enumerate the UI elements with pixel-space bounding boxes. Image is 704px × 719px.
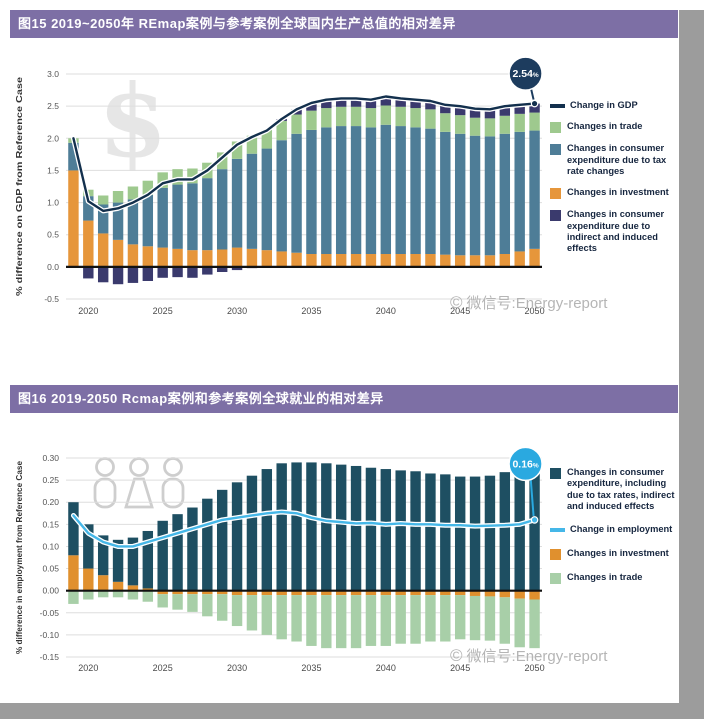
x-tick-label: 2035	[301, 663, 321, 673]
x-tick-label: 2020	[78, 663, 98, 673]
employment-chart: 0.30 0.25 0.20 0.15 0.10 0.05 0.00 -0.05 -0.10 -0…	[14, 446, 545, 673]
employment-chart-legend: Changes in consumer expenditure, includi…	[550, 413, 678, 703]
y-axis-title: % difference on GDP from Reference Case	[14, 77, 24, 296]
x-tick-label: 2035	[301, 306, 321, 316]
legend-line-icon	[550, 104, 565, 108]
legend-swatch-icon	[550, 572, 561, 584]
y-tick-label: 0.0	[47, 262, 59, 272]
legend-item: Changes in investment	[550, 187, 676, 200]
y-tick-label: 3.0	[47, 69, 59, 79]
dollar-watermark-icon: $	[98, 62, 168, 180]
x-tick-label: 2025	[153, 663, 173, 673]
x-tick-label: 2030	[227, 663, 247, 673]
legend-item: Changes in consumer expenditure, includi…	[550, 467, 676, 512]
y-tick-label: 1.0	[47, 198, 59, 208]
figure16-title: 图16 2019-2050 Rcmap案例和参考案例全球就业的相对差异	[10, 385, 678, 413]
legend-item: Changes in consumer expenditure due to t…	[550, 143, 676, 177]
x-tick-label: 2030	[227, 306, 247, 316]
y-tick-label: 0.20	[42, 497, 59, 507]
legend-label: Changes in investment	[567, 187, 669, 198]
y-tick-label: 0.15	[42, 519, 59, 529]
legend-line-icon	[550, 528, 565, 532]
trend-line	[72, 95, 536, 213]
y-tick-label: 2.0	[47, 133, 59, 143]
bars	[68, 462, 540, 649]
y-tick-label: 0.05	[42, 564, 59, 574]
y-tick-label: 0.00	[42, 586, 59, 596]
legend-swatch-icon	[550, 210, 561, 222]
line-end-dot	[530, 99, 539, 108]
y-tick-label: -0.10	[40, 630, 60, 640]
y-tick-label: -0.05	[40, 608, 60, 618]
x-tick-labels: 2020 2025 2030 2035 2040 2045 2050	[78, 663, 544, 673]
employment-chart-wrap: 0.30 0.25 0.20 0.15 0.10 0.05 0.00 -0.05 -0.10 -0…	[10, 413, 550, 703]
legend-swatch-icon	[550, 468, 561, 479]
legend-item: Changes in trade	[550, 572, 676, 584]
x-tick-label: 2040	[376, 663, 396, 673]
callout-bubble	[508, 446, 543, 482]
line-end-dot	[530, 516, 539, 524]
x-tick-label: 2040	[376, 306, 396, 316]
y-tick-label: 0.30	[42, 453, 59, 463]
figure16-chart-row: 0.30 0.25 0.20 0.15 0.10 0.05 0.00 -0.05 -0.10 -0…	[10, 413, 678, 703]
y-tick-label: -0.5	[44, 294, 59, 304]
people-watermark-icon	[93, 457, 185, 509]
figure15-chart-row: $3.0 2.5 2.0 1.5 1.0 0.5 0.0 -0.5 2.54% 2020 2025 2…	[10, 38, 678, 334]
legend-label: Changes in investment	[567, 547, 669, 558]
legend-item: Change in employment	[550, 524, 676, 535]
legend-label: Change in GDP	[570, 100, 638, 110]
x-tick-label: 2050	[525, 663, 545, 673]
figure15-title: 图15 2019~2050年 REmap案例与参考案例全球国内生产总值的相对差异	[10, 10, 678, 38]
trend-line	[72, 510, 536, 548]
y-axis-title: % difference in employment from Referenc…	[14, 461, 24, 654]
legend-item: Changes in investment	[550, 548, 676, 560]
y-tick-label: 0.25	[42, 475, 59, 485]
y-tick-label: 2.5	[47, 101, 59, 111]
legend-swatch-icon	[550, 548, 561, 560]
y-tick-label: 0.10	[42, 541, 59, 551]
x-tick-label: 2025	[153, 306, 173, 316]
x-tick-label: 2050	[525, 306, 545, 316]
gdp-chart-legend: Change in GDP Changes in trade Changes in …	[550, 38, 678, 334]
legend-item: Change in GDP	[550, 100, 676, 111]
legend-swatch-icon	[550, 122, 561, 134]
bottom-margin-strip	[0, 703, 704, 719]
legend-label: Changes in trade	[567, 121, 643, 132]
x-tick-label: 2045	[450, 663, 470, 673]
legend-item: Changes in trade	[550, 121, 676, 134]
legend-label: Changes in trade	[567, 571, 643, 582]
legend-swatch-icon	[550, 144, 561, 156]
legend-label: Changes in consumer expenditure due to i…	[567, 209, 665, 254]
callout-bubble	[508, 56, 543, 91]
callout-value: 0.16%	[512, 458, 538, 470]
legend-label: Changes in consumer expenditure, includi…	[567, 467, 675, 511]
y-tick-label: -0.15	[40, 652, 60, 662]
x-tick-labels: 2020 2025 2030 2035 2040 2045 2050	[78, 306, 544, 316]
figure15-panel: 图15 2019~2050年 REmap案例与参考案例全球国内生产总值的相对差异…	[10, 10, 678, 334]
x-tick-label: 2020	[78, 306, 98, 316]
right-margin-strip	[679, 10, 704, 719]
gdp-chart-wrap: $3.0 2.5 2.0 1.5 1.0 0.5 0.0 -0.5 2.54% 2020 2025 2…	[10, 38, 550, 334]
y-tick-label: 1.5	[47, 165, 59, 175]
gdp-chart: $3.02.52.01.51.00.50.0-0.52.54%2020 2025 2…	[14, 56, 545, 316]
legend-label: Change in employment	[570, 524, 673, 535]
y-tick-label: 0.5	[47, 230, 59, 240]
x-tick-label: 2045	[450, 306, 470, 316]
callout-value: 2.54%	[512, 68, 538, 80]
legend-item: Changes in consumer expenditure due to i…	[550, 209, 676, 254]
figure16-panel: 图16 2019-2050 Rcmap案例和参考案例全球就业的相对差异 0.30…	[10, 385, 678, 703]
legend-swatch-icon	[550, 188, 561, 200]
legend-label: Changes in consumer expenditure due to t…	[567, 143, 667, 176]
